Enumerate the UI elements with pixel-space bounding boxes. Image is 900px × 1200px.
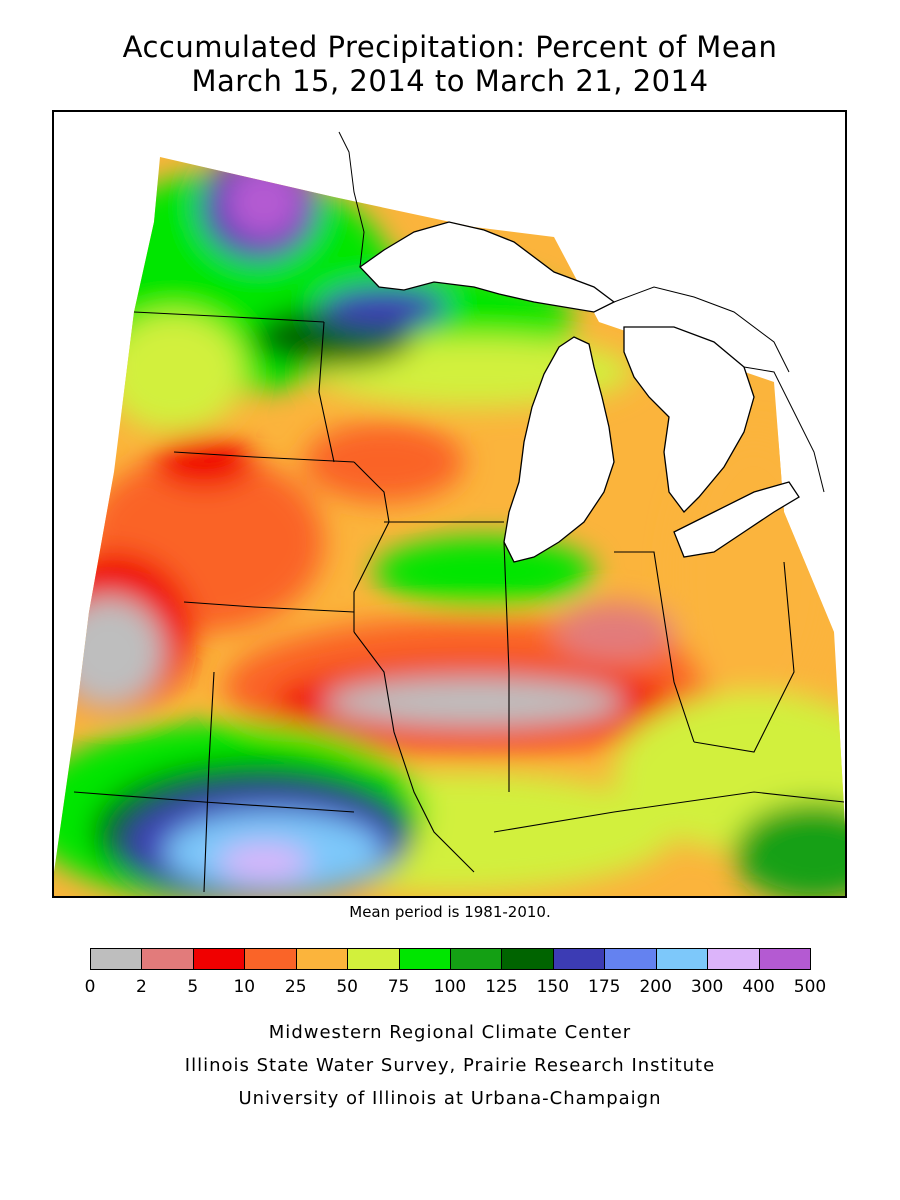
field-west-yellowgreen xyxy=(104,312,244,432)
field-north-purple xyxy=(224,164,304,240)
canada-shoreline xyxy=(338,131,825,493)
legend-tick-9: 150 xyxy=(536,977,570,997)
legend-tick-2: 5 xyxy=(187,977,199,997)
boundary-mississippi-lower xyxy=(353,631,475,873)
legend-tick-13: 400 xyxy=(742,977,775,997)
legend-tick-5: 50 xyxy=(336,977,358,997)
legend-swatch-12 xyxy=(707,948,760,970)
legend-tick-11: 200 xyxy=(639,977,672,997)
lake-erie xyxy=(673,481,800,558)
legend-tick-0: 0 xyxy=(84,977,96,997)
field-indiana-pink xyxy=(554,602,674,662)
legend-swatch-4 xyxy=(295,948,349,970)
legend-tick-6: 75 xyxy=(387,977,410,997)
map-title-line-1: Accumulated Precipitation: Percent of Me… xyxy=(122,30,778,64)
precipitation-map xyxy=(52,110,847,898)
field-sd-red xyxy=(154,437,254,487)
legend-tick-10: 175 xyxy=(588,977,621,997)
legend-swatch-7 xyxy=(450,948,503,970)
shoreline-georgian-bay xyxy=(743,366,825,493)
field-illinois-green xyxy=(374,537,594,607)
boundary-oh-wv xyxy=(693,561,795,753)
lake-huron xyxy=(623,326,755,513)
legend-tick-12: 300 xyxy=(690,977,724,997)
legend-swatch-2 xyxy=(192,948,246,970)
field-southwest-lavender xyxy=(219,844,309,880)
field-iowa-orange xyxy=(304,422,464,502)
legend-swatch-6 xyxy=(398,948,451,970)
legend-swatch-8 xyxy=(501,948,554,970)
legend-swatch-3 xyxy=(244,948,297,970)
great-lakes xyxy=(359,221,800,563)
boundary-in-oh xyxy=(614,551,695,743)
shoreline-north-huron xyxy=(613,286,790,373)
legend-swatch-13 xyxy=(758,948,811,970)
lake-superior xyxy=(359,221,616,313)
boundary-il-in xyxy=(503,541,510,792)
color-legend xyxy=(90,948,811,970)
legend-swatch-11 xyxy=(655,948,709,970)
field-superior-blue xyxy=(319,285,449,329)
boundary-mn-wi xyxy=(318,321,335,463)
credit-line-2: Illinois State Water Survey, Prairie Res… xyxy=(184,1055,716,1076)
mean-period-note: Mean period is 1981-2010. xyxy=(349,903,551,921)
boundary-nd-mn-north xyxy=(133,311,325,323)
legend-swatch-0 xyxy=(90,948,143,970)
map-title-line-2: March 15, 2014 to March 21, 2014 xyxy=(191,64,709,98)
legend-tick-3: 10 xyxy=(233,977,256,997)
credit-line-3: University of Illinois at Urbana-Champai… xyxy=(238,1088,662,1109)
credit-line-1: Midwestern Regional Climate Center xyxy=(268,1022,632,1043)
lake-michigan xyxy=(503,336,615,563)
boundary-ks-mo xyxy=(203,671,215,893)
map-canvas xyxy=(54,131,845,896)
shoreline-lake-of-woods xyxy=(338,131,365,268)
boundary-sd-north xyxy=(173,451,355,463)
legend-tick-8: 125 xyxy=(485,977,518,997)
legend-swatch-1 xyxy=(141,948,194,970)
legend-tick-4: 25 xyxy=(284,977,307,997)
legend-swatch-5 xyxy=(347,948,400,970)
field-west-gray xyxy=(54,597,164,707)
state-boundaries xyxy=(73,311,845,893)
legend-swatch-9 xyxy=(552,948,606,970)
legend-swatch-10 xyxy=(604,948,657,970)
field-southeast-green xyxy=(734,802,845,896)
boundary-mississippi-upper xyxy=(353,461,390,632)
legend-tick-7: 100 xyxy=(433,977,467,997)
legend-tick-14: 500 xyxy=(793,977,827,997)
boundary-tn-ky xyxy=(493,791,845,833)
boundary-ks-ok xyxy=(73,791,355,813)
boundary-ne-ia xyxy=(183,601,355,613)
field-midbelt-gray xyxy=(324,677,624,727)
legend-tick-1: 2 xyxy=(136,977,147,997)
